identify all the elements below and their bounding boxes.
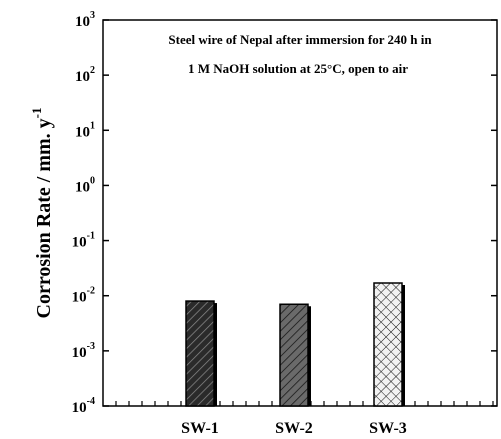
- x-tick-label: SW-3: [369, 420, 407, 437]
- bar-shadow: [213, 303, 217, 406]
- y-tick-exponent: 1: [90, 120, 95, 131]
- bar: [279, 303, 309, 407]
- bar-shadow: [401, 285, 405, 406]
- bar: [185, 300, 215, 407]
- x-tick-label: SW-1: [181, 420, 219, 437]
- bar: [373, 282, 403, 407]
- y-axis-label-exponent: -1: [29, 108, 44, 119]
- title-line: Steel wire of Nepal after immersion for …: [168, 32, 432, 47]
- y-tick-base: 10: [72, 290, 87, 306]
- y-axis-label-text: Corrosion Rate / mm. y: [33, 118, 55, 318]
- y-tick-exponent: 3: [90, 10, 95, 21]
- y-tick-base: 10: [72, 400, 87, 416]
- y-tick-exponent: 2: [90, 65, 95, 76]
- y-tick-exponent: 0: [90, 175, 95, 186]
- y-tick-label: 10-3: [72, 341, 95, 361]
- y-tick-label: 101: [75, 120, 95, 140]
- y-tick-label: 10-2: [72, 286, 95, 306]
- y-tick-base: 10: [75, 14, 90, 30]
- y-tick-exponent: -2: [87, 286, 95, 297]
- y-tick-base: 10: [75, 69, 90, 85]
- y-tick-label: 100: [75, 175, 95, 195]
- y-tick-base: 10: [75, 124, 90, 140]
- y-tick-label: 103: [75, 10, 95, 30]
- y-tick-label: 10-4: [72, 396, 95, 416]
- y-tick-exponent: -1: [87, 231, 95, 242]
- y-tick-base: 10: [72, 235, 87, 251]
- y-tick-exponent: -4: [87, 396, 95, 407]
- x-tick-label: SW-2: [275, 420, 313, 437]
- y-tick-exponent: -3: [87, 341, 95, 352]
- y-tick-base: 10: [75, 179, 90, 195]
- y-tick-label: 10-1: [72, 231, 95, 251]
- y-tick-label: 102: [75, 65, 95, 85]
- y-tick-base: 10: [72, 345, 87, 361]
- y-axis-label: Corrosion Rate / mm. y-1: [29, 108, 55, 319]
- title-line: 1 M NaOH solution at 25°C, open to air: [188, 61, 408, 76]
- bar-shadow: [307, 306, 311, 406]
